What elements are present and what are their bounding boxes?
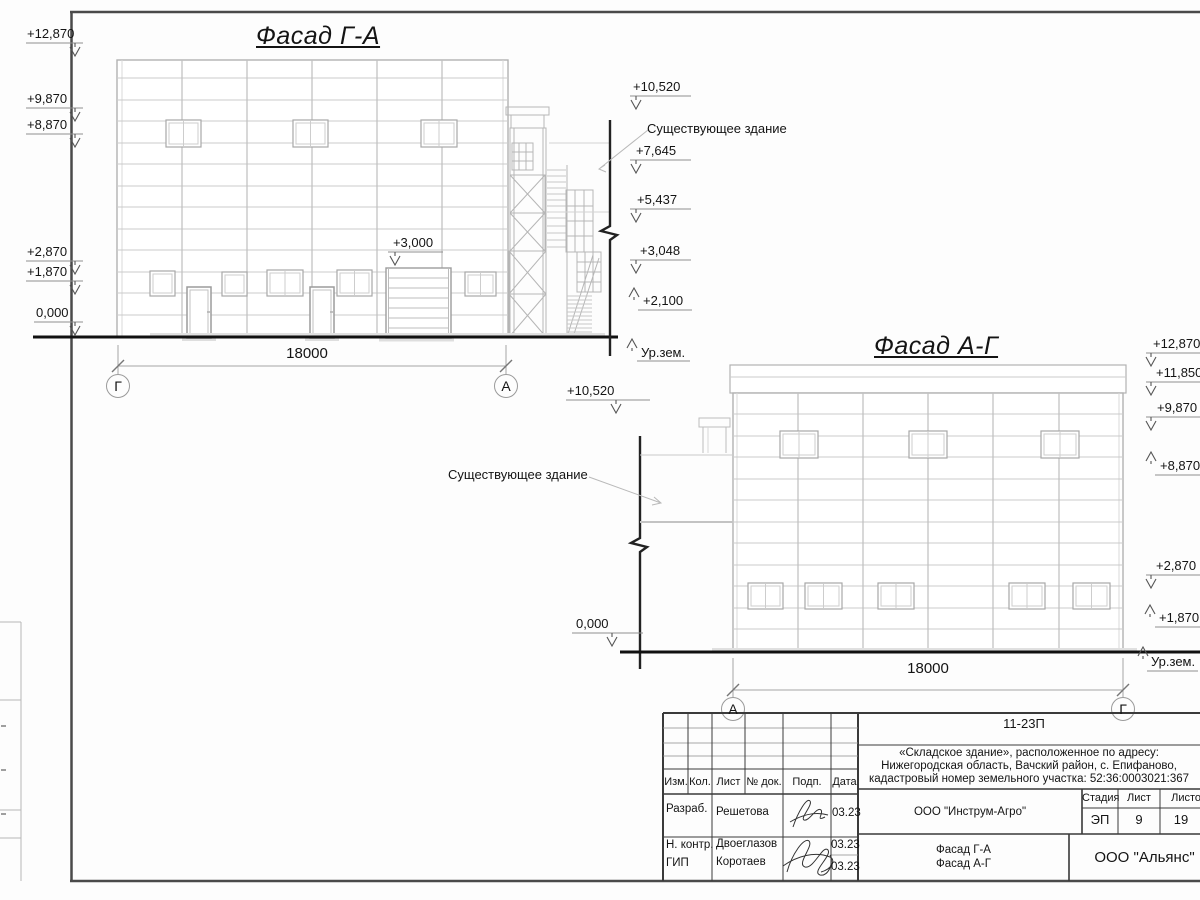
col-header-doc: № док.: [746, 776, 782, 788]
facade1-left-markers: [26, 42, 83, 337]
facade1-existing-leader: [597, 129, 649, 173]
col-header-list: Лист: [716, 776, 741, 788]
facade2-existing-building: [588, 417, 733, 669]
axis-bubble-label: А: [728, 701, 738, 717]
dimension-label: 18000: [286, 345, 328, 362]
stage-header: Стадия: [1082, 792, 1120, 804]
gate-marker: [388, 251, 443, 267]
axis-bubble-label: Г: [114, 378, 122, 394]
facade2-wall: [729, 364, 1127, 653]
facade2-dimension: [721, 658, 1135, 721]
sheet-frame: [70, 10, 1200, 883]
row-name: Двоеглазов: [716, 838, 778, 850]
existing-building-label: Существующее здание: [448, 467, 588, 482]
elevation-mark: 0,000: [36, 305, 69, 320]
axis-bubble-label: Г: [1119, 701, 1127, 717]
elevation-mark: +12,870: [27, 26, 75, 41]
elevation-mark: +9,870: [1157, 400, 1198, 415]
facade1-dimension: [106, 345, 518, 398]
facade1-doors: [182, 286, 339, 341]
row-role: Разраб.: [666, 803, 708, 815]
elevation-mark: +2,100: [643, 293, 684, 308]
signature-strokes: [782, 799, 834, 876]
elevation-mark: +2,870: [27, 244, 68, 259]
ground-level-label: Ур.зем.: [1151, 654, 1196, 669]
stair-tower: [505, 106, 610, 339]
row-name: Решетова: [716, 806, 769, 818]
sheet-title-line: Фасад А-Г: [936, 858, 991, 870]
facade2-right-markers: [1137, 352, 1200, 672]
elevation-mark: +8,870: [1160, 458, 1200, 473]
elevation-mark: +9,870: [27, 91, 68, 106]
facade1-gate: [379, 267, 454, 342]
elevation-mark: +3,048: [640, 243, 681, 258]
client-name: ООО "Инструм-Агро": [913, 806, 1027, 818]
sheets-total: 19: [1173, 812, 1189, 827]
elevation-mark: +2,870: [1156, 558, 1197, 573]
col-header-izm: Изм.: [664, 776, 688, 788]
facade2-ground-hatch: [712, 648, 1137, 652]
facade1-existing-building-line: [597, 120, 620, 356]
facade2-left-markers: [566, 399, 650, 648]
elevation-mark: +11,850: [1156, 365, 1200, 380]
elevation-mark: +8,870: [27, 117, 68, 132]
existing-building-label: Существующее здание: [647, 121, 787, 136]
row-role: ГИП: [666, 857, 689, 869]
project-code: 11-23П: [1003, 716, 1045, 731]
row-role: Н. контр.: [666, 839, 714, 851]
project-name-line: кадастровый номер земельного участка: 52…: [868, 773, 1190, 785]
elevation-mark: +12,870: [1153, 336, 1200, 351]
col-header-data: Дата: [832, 776, 857, 788]
project-name-line: Нижегородская область, Вачский район, с.…: [881, 760, 1177, 772]
elevation-mark: 0,000: [576, 616, 609, 631]
facade1-right-markers: [626, 95, 692, 362]
organization-name: ООО "Альянс": [1094, 849, 1195, 866]
sheet-header: Лист: [1127, 792, 1151, 804]
titleblock-lines: [662, 712, 1200, 881]
facade1-upper-windows: [165, 119, 458, 148]
row-date: 03.23: [831, 839, 860, 851]
dimension-label: 18000: [907, 660, 949, 677]
facade1-title: Фасад Г-А: [256, 22, 381, 50]
elevation-mark: +1,870: [1159, 610, 1200, 625]
facade1-lower-openings: [149, 269, 497, 297]
elevation-mark: +7,645: [636, 143, 677, 158]
facade2-title: Фасад А-Г: [874, 332, 999, 360]
facade2-lower-windows: [747, 582, 1111, 610]
elevation-mark: +10,520: [633, 79, 681, 94]
row-name: Коротаев: [716, 856, 766, 868]
col-header-kol: Кол.: [689, 776, 711, 788]
row-date: 03.23: [831, 861, 860, 873]
sheet-title-line: Фасад Г-А: [936, 844, 991, 856]
gate-elevation-mark: +3,000: [392, 235, 434, 250]
elevation-mark: +1,870: [27, 264, 68, 279]
left-edge-cut-table: [0, 621, 22, 881]
project-name-line: «Складское здание», расположенное по адр…: [899, 747, 1159, 759]
sheet-number: 9: [1135, 812, 1143, 827]
elevation-mark: +5,437: [637, 192, 678, 207]
stage-value: ЭП: [1090, 812, 1110, 827]
col-header-podp: Подп.: [792, 776, 822, 788]
facade2-upper-windows: [779, 430, 1080, 459]
facade1-ground-hatch: [150, 333, 605, 337]
row-date: 03.23: [832, 807, 861, 819]
axis-bubble-label: А: [501, 378, 511, 394]
ground-level-label: Ур.зем.: [641, 345, 686, 360]
sheets-header: Листов: [1171, 792, 1200, 804]
elevation-mark: +10,520: [567, 383, 615, 398]
